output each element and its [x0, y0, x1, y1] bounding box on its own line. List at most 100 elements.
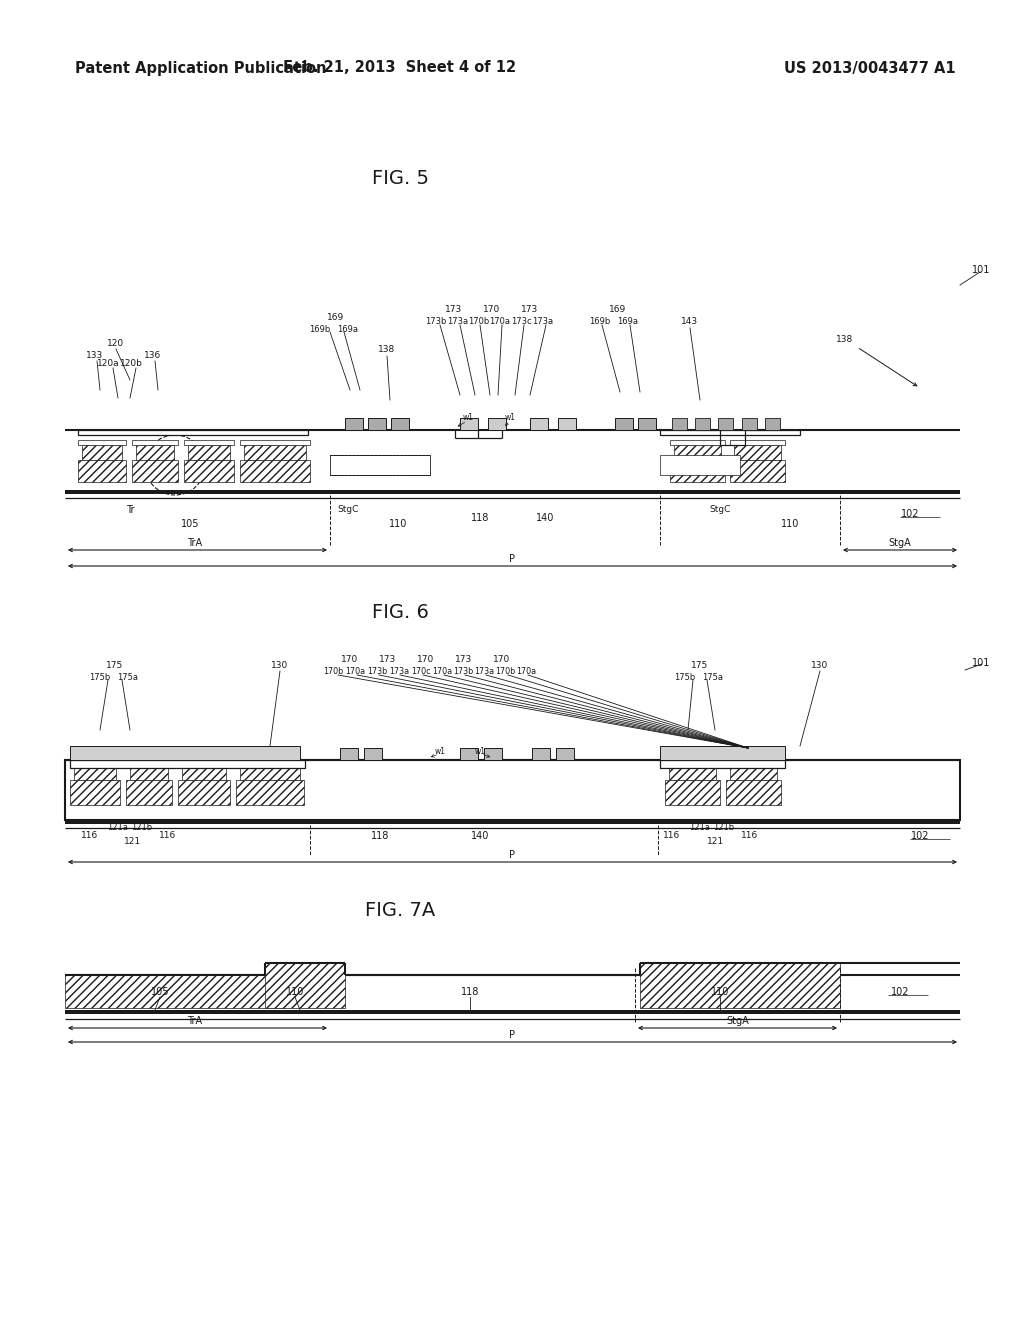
- Text: 173: 173: [456, 655, 473, 664]
- Text: FIG. 5: FIG. 5: [372, 169, 428, 187]
- Text: 170a: 170a: [516, 667, 536, 676]
- Text: TrA: TrA: [187, 1016, 203, 1026]
- Bar: [695, 418, 710, 430]
- Bar: [82, 445, 122, 459]
- Text: 175b: 175b: [89, 672, 111, 681]
- Bar: [78, 459, 126, 482]
- Text: 102: 102: [910, 832, 929, 841]
- Text: 173: 173: [445, 305, 463, 314]
- Text: 130: 130: [811, 661, 828, 671]
- Text: w1: w1: [463, 413, 473, 422]
- Text: 173a: 173a: [474, 667, 494, 676]
- Bar: [488, 418, 506, 430]
- Text: 136: 136: [144, 351, 162, 360]
- Text: StgC: StgC: [710, 506, 731, 515]
- Text: US 2013/0043477 A1: US 2013/0043477 A1: [784, 61, 955, 75]
- Bar: [65, 975, 285, 1008]
- Text: 118: 118: [471, 513, 489, 523]
- Text: 170: 170: [418, 655, 434, 664]
- Text: 173: 173: [521, 305, 539, 314]
- Text: 133: 133: [86, 351, 103, 360]
- Text: 105: 105: [151, 987, 169, 997]
- Bar: [132, 459, 178, 482]
- Bar: [182, 768, 226, 780]
- Text: 121b: 121b: [714, 824, 734, 833]
- Bar: [615, 418, 633, 430]
- Bar: [460, 748, 478, 760]
- Bar: [558, 418, 575, 430]
- Bar: [345, 418, 362, 430]
- Text: 118: 118: [461, 987, 479, 997]
- Bar: [132, 440, 178, 445]
- Text: 140: 140: [471, 832, 489, 841]
- Bar: [530, 418, 548, 430]
- Text: 120a: 120a: [96, 359, 120, 367]
- Text: 101: 101: [972, 265, 990, 275]
- Bar: [660, 430, 800, 436]
- Bar: [726, 780, 781, 805]
- Text: 173b: 173b: [425, 318, 446, 326]
- Bar: [240, 768, 300, 780]
- Text: w1: w1: [434, 747, 445, 756]
- Text: 110: 110: [781, 519, 799, 529]
- Bar: [670, 440, 725, 445]
- Text: 121a: 121a: [108, 824, 128, 833]
- Text: Tr: Tr: [126, 506, 134, 515]
- Text: 170a: 170a: [345, 667, 366, 676]
- Text: 110: 110: [389, 519, 408, 529]
- Text: 173: 173: [379, 655, 396, 664]
- Bar: [340, 748, 358, 760]
- Bar: [640, 964, 840, 1008]
- Bar: [78, 440, 126, 445]
- Text: 102: 102: [901, 510, 920, 519]
- Text: 173c: 173c: [511, 318, 531, 326]
- Text: 169b: 169b: [590, 318, 610, 326]
- Text: 175: 175: [691, 661, 709, 671]
- Bar: [674, 445, 721, 459]
- Text: 102: 102: [891, 987, 909, 997]
- Text: 143: 143: [681, 318, 698, 326]
- Bar: [665, 780, 720, 805]
- Text: 105: 105: [181, 519, 200, 529]
- Bar: [65, 490, 961, 494]
- Text: StgA: StgA: [727, 1016, 750, 1026]
- Text: Feb. 21, 2013  Sheet 4 of 12: Feb. 21, 2013 Sheet 4 of 12: [284, 61, 516, 75]
- Bar: [130, 768, 168, 780]
- Bar: [730, 440, 785, 445]
- Text: 110: 110: [286, 987, 304, 997]
- Bar: [240, 459, 310, 482]
- Bar: [178, 780, 230, 805]
- Text: 121b: 121b: [131, 824, 153, 833]
- Text: 175: 175: [106, 661, 124, 671]
- Bar: [669, 768, 716, 780]
- Bar: [70, 760, 305, 768]
- Bar: [244, 445, 306, 459]
- Text: 170b: 170b: [323, 667, 343, 676]
- Text: 173a: 173a: [532, 318, 554, 326]
- Text: 173a: 173a: [389, 667, 409, 676]
- Bar: [660, 760, 785, 768]
- Text: 170c: 170c: [412, 667, 431, 676]
- Text: StgC: StgC: [337, 506, 358, 515]
- Text: 116: 116: [741, 832, 759, 841]
- Text: 173b: 173b: [453, 667, 473, 676]
- Text: 173b: 173b: [367, 667, 387, 676]
- Text: 170a: 170a: [489, 318, 511, 326]
- Text: FIG. 7A: FIG. 7A: [365, 900, 435, 920]
- Bar: [184, 440, 234, 445]
- Bar: [65, 1010, 961, 1014]
- Text: w1: w1: [505, 413, 515, 422]
- Text: FIG. 6: FIG. 6: [372, 602, 428, 622]
- Bar: [74, 768, 116, 780]
- Bar: [368, 418, 386, 430]
- Text: 101: 101: [972, 657, 990, 668]
- Text: 121: 121: [125, 837, 141, 846]
- Bar: [364, 748, 382, 760]
- Text: P: P: [509, 850, 515, 861]
- Bar: [330, 455, 430, 475]
- Bar: [660, 746, 785, 760]
- Bar: [240, 440, 310, 445]
- Bar: [136, 445, 174, 459]
- Text: 121: 121: [708, 837, 725, 846]
- Text: 116: 116: [81, 832, 98, 841]
